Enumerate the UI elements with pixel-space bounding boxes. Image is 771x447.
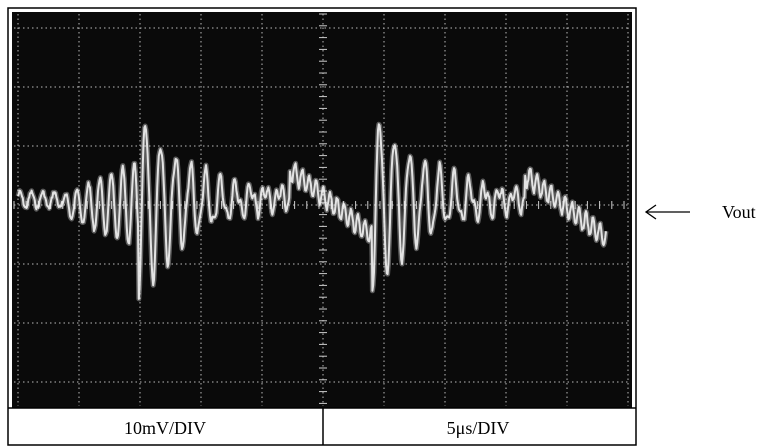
horizontal-scale: 5μs/DIV	[447, 418, 510, 438]
trace	[17, 123, 607, 300]
waveform	[15, 121, 609, 302]
arrow	[644, 204, 690, 220]
signal-label: Vout	[722, 202, 756, 222]
graticule	[14, 14, 630, 406]
vertical-scale: 10mV/DIV	[124, 418, 206, 438]
